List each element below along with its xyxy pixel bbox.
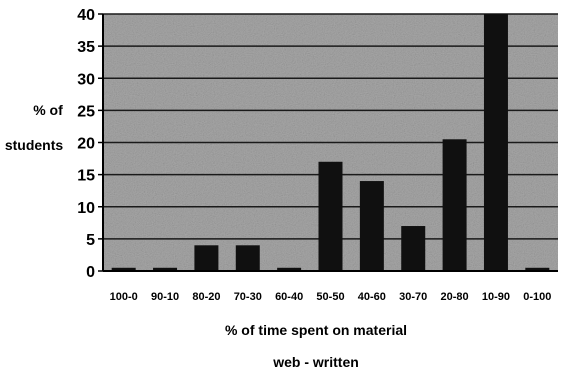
y-tick-label-15: 15 (77, 168, 95, 185)
x-tick-label-30-70: 30-70 (399, 291, 427, 303)
y-tick-label-25: 25 (77, 103, 95, 120)
bar-80-20 (194, 245, 219, 271)
bar-0-100 (525, 267, 550, 271)
y-tick-label-20: 20 (77, 136, 95, 153)
bar-10-90 (483, 14, 508, 271)
x-tick-label-100-0: 100-0 (110, 291, 138, 303)
bar-70-30 (235, 245, 260, 271)
x-tick-label-90-10: 90-10 (151, 291, 179, 303)
bar-50-50 (318, 161, 343, 271)
y-tick-label-40: 40 (77, 7, 95, 24)
bar-30-70 (401, 226, 426, 271)
bar-40-60 (359, 181, 384, 271)
bar-100-0 (111, 267, 136, 271)
x-tick-label-70-30: 70-30 (234, 291, 262, 303)
y-tick-label-30: 30 (77, 71, 95, 88)
y-tick-label-5: 5 (86, 232, 95, 249)
y-tick-label-10: 10 (77, 200, 95, 217)
bar-60-40 (277, 267, 302, 271)
x-tick-label-80-20: 80-20 (192, 291, 220, 303)
bar-20-80 (442, 139, 467, 271)
x-tick-label-10-90: 10-90 (482, 291, 510, 303)
x-axis-label-line-2: web - written (272, 354, 359, 370)
x-axis-label-line-1: % of time spent on material (225, 322, 407, 338)
y-tick-label-0: 0 (86, 264, 95, 281)
bar-90-10 (153, 267, 178, 271)
y-tick-labels: 0 5 10 15 20 25 30 35 40 (77, 7, 103, 281)
x-tick-label-60-40: 60-40 (275, 291, 303, 303)
y-axis-label-line-2: students (5, 137, 64, 153)
y-axis-label-line-1: % of (33, 102, 63, 118)
bars (111, 14, 550, 271)
x-tick-label-20-80: 20-80 (441, 291, 469, 303)
x-tick-label-40-60: 40-60 (358, 291, 386, 303)
x-tick-labels: 100-0 90-10 80-20 70-30 60-40 50-50 40-60 30-70… (110, 291, 552, 303)
x-tick-label-50-50: 50-50 (316, 291, 344, 303)
y-tick-label-35: 35 (77, 39, 95, 56)
x-tick-label-0-100: 0-100 (523, 291, 551, 303)
